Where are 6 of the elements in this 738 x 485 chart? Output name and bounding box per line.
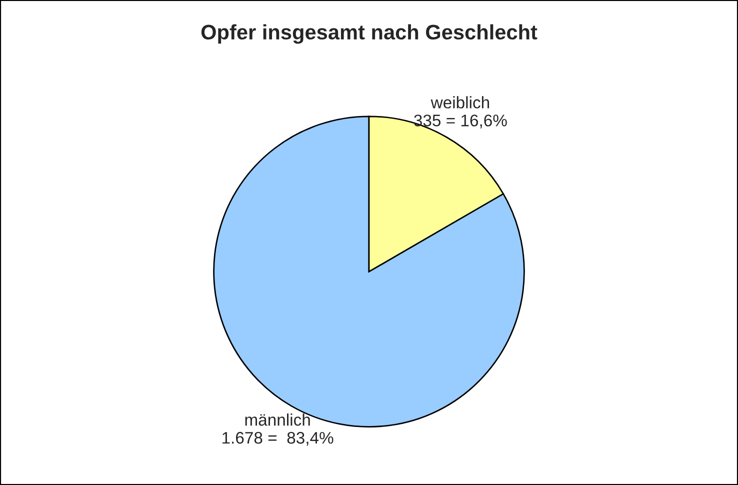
slice-label: weiblich [430, 96, 490, 108]
data-label: 335 = 16,6% [414, 114, 507, 128]
data-label: 1.678 = 83,4% [222, 432, 334, 446]
pie-slice [213, 116, 525, 428]
chart-title: Opfer insgesamt nach Geschlecht [201, 24, 538, 44]
slice-label: männlich [245, 414, 310, 426]
